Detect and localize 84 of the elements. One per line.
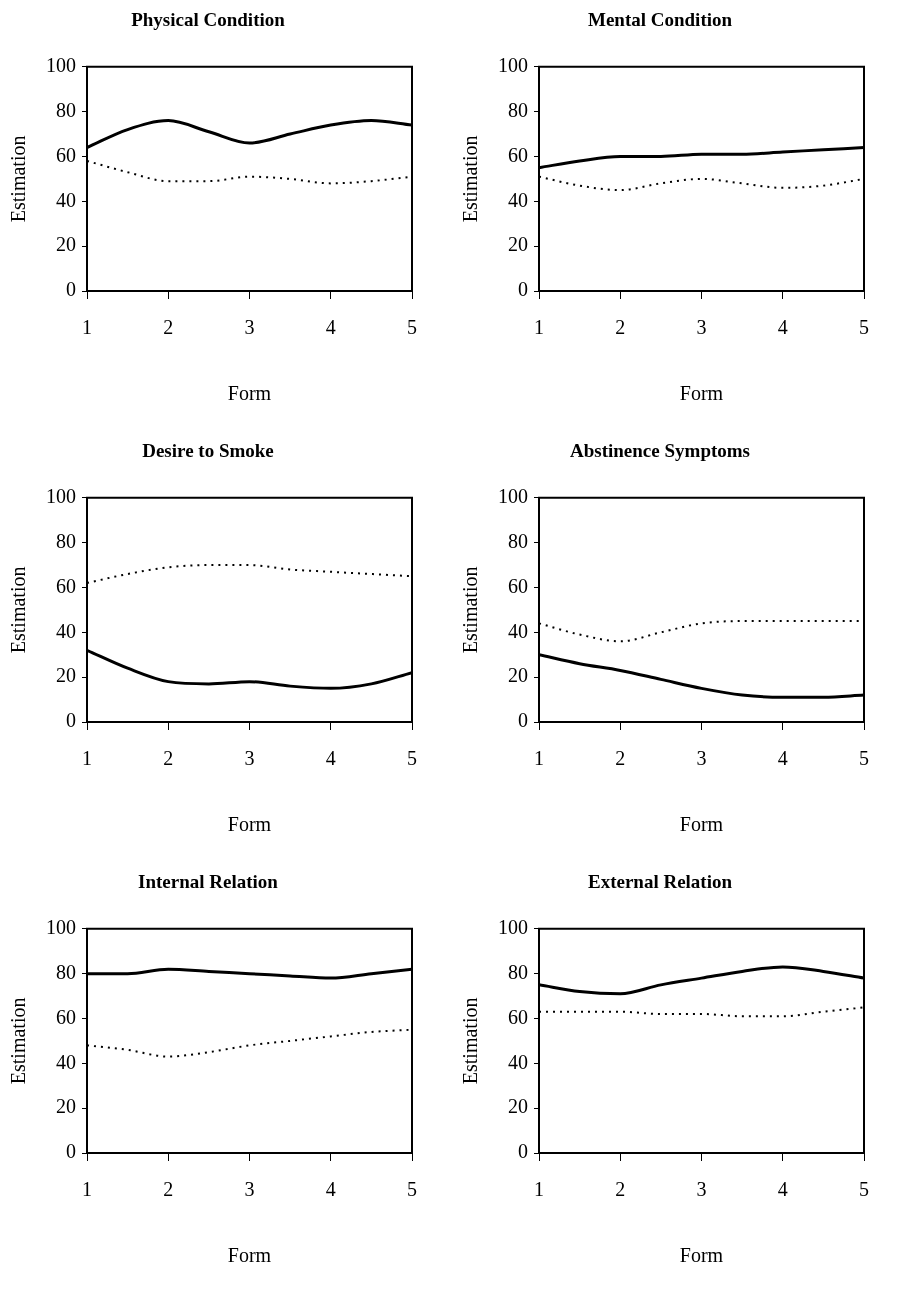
x-tick-label: 4 [325, 747, 336, 770]
y-tick-label: 20 [508, 1095, 528, 1118]
chart-title: Abstinence Symptoms [570, 440, 750, 462]
y-tick-label: 80 [508, 529, 528, 552]
y-tick-label: 20 [508, 233, 528, 256]
y-tick-label: 0 [66, 278, 76, 301]
y-tick-label: 0 [66, 1140, 76, 1163]
y-tick-label: 20 [56, 664, 76, 687]
chart-title: Physical Condition [131, 9, 286, 31]
y-tick-label: 100 [46, 485, 76, 508]
x-tick-label: 1 [534, 316, 544, 339]
x-tick-label: 5 [407, 747, 417, 770]
y-tick-label: 40 [508, 1050, 528, 1073]
y-tick-label: 100 [46, 916, 76, 939]
y-tick-label: 40 [56, 1050, 76, 1073]
x-tick-label: 1 [534, 747, 544, 770]
x-tick-label: 2 [615, 747, 626, 770]
chart-title: External Relation [587, 871, 733, 893]
chart-title: Internal Relation [138, 871, 279, 893]
y-tick-label: 20 [508, 664, 528, 687]
y-tick-label: 0 [518, 278, 528, 301]
x-axis-title: Form [227, 813, 272, 836]
y-tick-label: 100 [46, 54, 76, 77]
y-tick-label: 40 [56, 619, 76, 642]
y-axis-title: Estimation [7, 566, 30, 654]
y-tick-label: 80 [508, 960, 528, 983]
x-axis-title: Form [679, 382, 724, 405]
x-tick-label: 2 [615, 1178, 626, 1201]
y-tick-label: 100 [498, 54, 528, 77]
y-tick-label: 60 [508, 1005, 528, 1028]
x-tick-label: 1 [82, 1178, 92, 1201]
x-tick-label: 1 [82, 747, 92, 770]
x-axis-title: Form [679, 813, 724, 836]
y-axis-title: Estimation [7, 997, 30, 1085]
y-tick-label: 60 [56, 574, 76, 597]
y-axis-title: Estimation [459, 566, 482, 654]
y-tick-label: 60 [56, 1005, 76, 1028]
x-tick-label: 1 [82, 316, 92, 339]
y-tick-label: 80 [56, 98, 76, 121]
x-axis-title: Form [679, 1244, 724, 1267]
y-tick-label: 80 [56, 529, 76, 552]
y-tick-label: 0 [518, 1140, 528, 1163]
y-axis-title: Estimation [459, 997, 482, 1085]
y-tick-label: 0 [66, 709, 76, 732]
x-tick-label: 3 [696, 1178, 707, 1201]
y-axis-title: Estimation [7, 135, 30, 223]
y-tick-label: 20 [56, 233, 76, 256]
y-axis-title: Estimation [459, 135, 482, 223]
x-tick-label: 3 [696, 316, 707, 339]
x-axis-title: Form [227, 1244, 272, 1267]
x-tick-label: 2 [163, 747, 174, 770]
x-tick-label: 4 [777, 1178, 788, 1201]
y-tick-label: 100 [498, 485, 528, 508]
x-tick-label: 4 [777, 747, 788, 770]
x-tick-label: 2 [615, 316, 626, 339]
x-tick-label: 3 [244, 316, 255, 339]
x-axis-title: Form [227, 382, 272, 405]
x-tick-label: 5 [407, 1178, 417, 1201]
chart-title: Desire to Smoke [142, 440, 274, 462]
y-tick-label: 0 [518, 709, 528, 732]
y-tick-label: 80 [56, 960, 76, 983]
x-tick-label: 5 [859, 316, 869, 339]
x-tick-label: 3 [244, 747, 255, 770]
x-tick-label: 3 [244, 1178, 255, 1201]
y-tick-label: 40 [56, 188, 76, 211]
x-tick-label: 4 [777, 316, 788, 339]
x-tick-label: 5 [859, 747, 869, 770]
y-tick-label: 40 [508, 188, 528, 211]
x-tick-label: 4 [325, 1178, 336, 1201]
y-tick-label: 60 [508, 143, 528, 166]
chart-title: Mental Condition [587, 9, 733, 31]
x-tick-label: 1 [534, 1178, 544, 1201]
y-tick-label: 80 [508, 98, 528, 121]
x-tick-label: 2 [163, 1178, 174, 1201]
y-tick-label: 100 [498, 916, 528, 939]
y-tick-label: 60 [56, 143, 76, 166]
y-tick-label: 20 [56, 1095, 76, 1118]
x-tick-label: 5 [859, 1178, 869, 1201]
x-tick-label: 2 [163, 316, 174, 339]
y-tick-label: 40 [508, 619, 528, 642]
x-tick-label: 4 [325, 316, 336, 339]
x-tick-label: 5 [407, 316, 417, 339]
x-tick-label: 3 [696, 747, 707, 770]
y-tick-label: 60 [508, 574, 528, 597]
